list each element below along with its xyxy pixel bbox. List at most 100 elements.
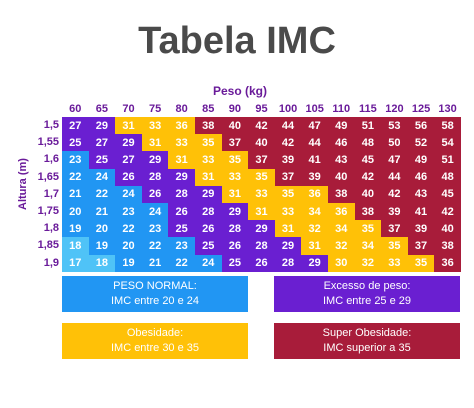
legend-excesso: Excesso de peso: IMC entre 25 e 29 <box>274 276 460 312</box>
bmi-cell: 29 <box>115 134 142 152</box>
legend-obesidade: Obesidade: IMC entre 30 e 35 <box>62 323 248 359</box>
bmi-cell: 42 <box>434 202 461 221</box>
weight-header-cell: 130 <box>438 103 457 115</box>
bmi-cell: 38 <box>354 202 382 221</box>
legend-excesso-title: Excesso de peso: <box>323 280 411 292</box>
height-header-cell: 1,9 <box>43 256 59 269</box>
bmi-cell: 23 <box>62 151 89 169</box>
bmi-cell: 46 <box>407 168 435 186</box>
height-header-cell: 1,65 <box>37 170 59 183</box>
bmi-cell: 24 <box>115 185 142 203</box>
bmi-cell: 18 <box>88 254 116 272</box>
bmi-cell: 26 <box>194 220 222 238</box>
bmi-cell: 20 <box>115 237 142 255</box>
bmi-cell: 27 <box>62 117 89 135</box>
bmi-cell: 38 <box>327 185 355 203</box>
bmi-cell: 26 <box>221 237 249 255</box>
bmi-cell: 28 <box>221 220 249 238</box>
bmi-cell: 31 <box>221 185 249 203</box>
bmi-cell: 35 <box>221 151 249 169</box>
bmi-cell: 23 <box>115 202 142 221</box>
bmi-cell: 38 <box>434 237 461 255</box>
bmi-cell: 45 <box>354 151 382 169</box>
bmi-cell: 35 <box>354 220 382 238</box>
bmi-cell: 28 <box>141 168 169 186</box>
height-header-cell: 1,7 <box>43 187 59 200</box>
bmi-cell: 35 <box>381 237 408 255</box>
weight-header-row: 60 65 70 75 80 85 90 95 100 105 110 115 120 125 130 <box>62 102 461 116</box>
bmi-cell: 23 <box>168 237 195 255</box>
bmi-cell: 37 <box>248 151 275 169</box>
bmi-cell: 31 <box>194 168 222 186</box>
bmi-cell: 30 <box>327 254 355 272</box>
bmi-cell: 25 <box>62 134 89 152</box>
weight-header-cell: 110 <box>332 103 351 115</box>
bmi-cell: 33 <box>141 117 169 135</box>
bmi-cell: 46 <box>327 134 355 152</box>
bmi-cell: 35 <box>248 168 275 186</box>
bmi-cell: 44 <box>274 117 302 135</box>
bmi-cell: 28 <box>248 237 275 255</box>
bmi-cell: 35 <box>407 254 435 272</box>
weight-header-cell: 105 <box>305 103 324 115</box>
bmi-cell: 28 <box>194 202 222 221</box>
weight-header-cell: 115 <box>358 103 377 115</box>
bmi-cell: 38 <box>194 117 222 135</box>
bmi-cell: 36 <box>168 117 195 135</box>
bmi-cell: 29 <box>168 168 195 186</box>
bmi-cell: 25 <box>194 237 222 255</box>
bmi-cell: 29 <box>221 202 249 221</box>
bmi-cell: 47 <box>381 151 408 169</box>
bmi-cell: 21 <box>62 185 89 203</box>
bmi-cell: 42 <box>381 185 408 203</box>
bmi-cell: 32 <box>327 237 355 255</box>
legend-normal-title: PESO NORMAL: <box>113 280 197 292</box>
bmi-cell: 22 <box>62 168 89 186</box>
legend-normal-range: IMC entre 20 e 24 <box>110 295 200 307</box>
bmi-cell: 37 <box>274 168 302 186</box>
weight-header-cell: 75 <box>148 103 162 115</box>
bmi-cell: 31 <box>168 151 195 169</box>
weight-header-cell: 90 <box>228 103 241 115</box>
weight-header-cell: 120 <box>385 103 404 115</box>
bmi-cell: 36 <box>301 185 328 203</box>
bmi-cell: 31 <box>141 134 169 152</box>
bmi-cell: 25 <box>168 220 195 238</box>
weight-header-cell: 60 <box>69 103 82 115</box>
bmi-cell: 51 <box>354 117 382 135</box>
bmi-cell: 17 <box>62 254 89 272</box>
legend-normal: PESO NORMAL: IMC entre 20 e 24 <box>62 276 248 312</box>
bmi-cell: 33 <box>168 134 195 152</box>
bmi-cell: 31 <box>301 237 328 255</box>
bmi-cell: 19 <box>115 254 142 272</box>
bmi-cell: 47 <box>301 117 328 135</box>
bmi-cell: 24 <box>194 254 222 272</box>
bmi-cell: 31 <box>248 202 275 221</box>
bmi-cell: 34 <box>327 220 355 238</box>
bmi-cell: 19 <box>88 237 116 255</box>
weight-header-cell: 80 <box>175 103 188 115</box>
bmi-cell: 39 <box>407 220 435 238</box>
bmi-cell: 29 <box>194 185 222 203</box>
bmi-cell: 27 <box>115 151 142 169</box>
bmi-cell: 22 <box>115 220 142 238</box>
bmi-cell: 33 <box>221 168 249 186</box>
legend-super-title: Super Obesidade: <box>322 327 412 339</box>
bmi-cell: 37 <box>381 220 408 238</box>
page-title: Tabela IMC <box>138 20 336 62</box>
bmi-table: 27 29 31 33 36 38 40 42 44 47 49 51 53 56 58 25 27 29 31 33… <box>62 117 461 272</box>
bmi-cell: 23 <box>141 220 169 238</box>
bmi-cell: 49 <box>327 117 355 135</box>
bmi-cell: 20 <box>88 220 116 238</box>
bmi-cell: 41 <box>407 202 435 221</box>
bmi-cell: 54 <box>434 134 461 152</box>
height-axis-label: Altura (m) <box>17 158 29 210</box>
bmi-cell: 44 <box>301 134 328 152</box>
bmi-cell: 49 <box>407 151 435 169</box>
bmi-cell: 37 <box>221 134 249 152</box>
bmi-cell: 48 <box>354 134 382 152</box>
bmi-cell: 40 <box>434 220 461 238</box>
bmi-cell: 40 <box>354 185 382 203</box>
bmi-cell: 20 <box>62 202 89 221</box>
bmi-cell: 34 <box>301 202 328 221</box>
